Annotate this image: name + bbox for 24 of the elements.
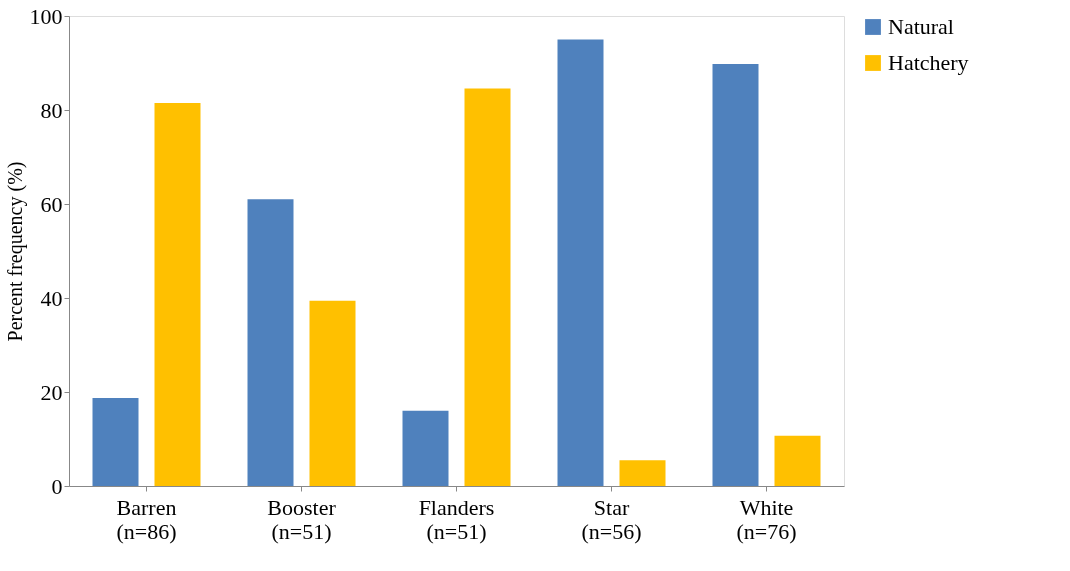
- x-tick-label: Booster (n=51): [267, 494, 337, 544]
- bar: [402, 410, 449, 486]
- y-tick-label: 20: [40, 379, 63, 405]
- bar: [309, 300, 356, 486]
- x-tick-label: Barren (n=86): [116, 494, 177, 544]
- legend-label: Hatchery: [888, 50, 969, 75]
- legend-label: Natural: [888, 14, 954, 39]
- x-tick-label: Flanders (n=51): [418, 494, 495, 544]
- bar: [557, 39, 604, 486]
- y-tick-label: 40: [40, 285, 63, 311]
- x-tick-label: Star (n=56): [581, 494, 642, 544]
- bar: [712, 63, 759, 486]
- y-tick-label: 80: [40, 97, 63, 123]
- bar: [154, 102, 201, 486]
- y-tick-label: 60: [40, 191, 63, 217]
- x-tick-label: White (n=76): [736, 494, 797, 544]
- y-tick-label: 0: [51, 473, 63, 499]
- bar: [464, 88, 511, 486]
- bar: [92, 398, 139, 486]
- bar: [619, 460, 666, 486]
- bar: [774, 435, 821, 486]
- bar: [247, 199, 294, 486]
- y-tick-label: 100: [29, 3, 63, 29]
- y-axis-title: Percent frequency (%): [3, 161, 27, 342]
